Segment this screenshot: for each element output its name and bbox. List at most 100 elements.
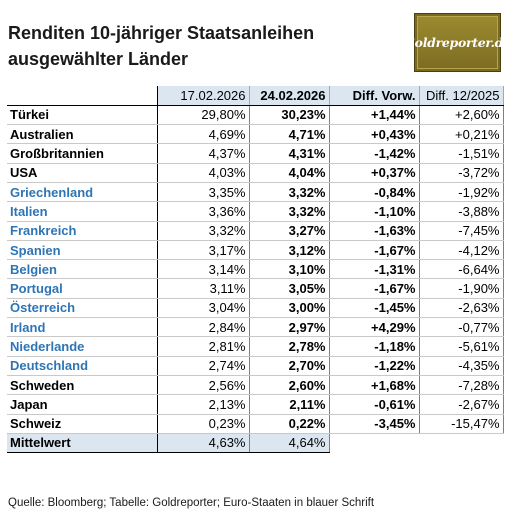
yield-prev-cell: 3,35% <box>157 182 250 203</box>
table-row: Österreich 3,04% 3,00% -1,45% -2,63% <box>7 298 504 319</box>
country-cell: Australien <box>7 124 158 145</box>
yield-prev-cell: 2,56% <box>157 375 250 396</box>
diff-year-cell: -4,12% <box>419 240 504 261</box>
table-body: Türkei 29,80% 30,23% +1,44% +2,60% Australien… <box>7 105 504 454</box>
diff-year-cell: -1,92% <box>419 182 504 203</box>
country-cell: Irland <box>7 317 158 338</box>
yield-prev-cell: 4,03% <box>157 163 250 183</box>
mean-row: Mittelwert 4,63% 4,64% <box>7 432 503 454</box>
country-cell: Griechenland <box>7 182 158 203</box>
table-row: Belgien 3,14% 3,10% -1,31% -6,64% <box>7 259 504 280</box>
yield-prev-cell: 4,37% <box>157 143 250 164</box>
table-row: Schweiz 0,23% 0,22% -3,45% -15,47% <box>7 414 504 434</box>
diff-year-cell: -2,67% <box>419 394 504 415</box>
diff-year-cell: -6,64% <box>419 259 504 280</box>
table-row: Spanien 3,17% 3,12% -1,67% -4,12% <box>7 240 504 261</box>
diff-week-cell: -1,45% <box>329 298 420 319</box>
diff-week-cell: -1,63% <box>329 221 420 241</box>
diff-week-cell: +1,68% <box>329 375 420 396</box>
diff-year-cell: -3,88% <box>419 201 504 222</box>
country-cell: Spanien <box>7 240 158 261</box>
mean-label: Mittelwert <box>7 432 158 454</box>
yield-current-cell: 4,04% <box>249 163 330 183</box>
mean-empty-cell <box>419 432 503 453</box>
yield-current-cell: 4,71% <box>249 124 330 145</box>
table-row: Frankreich 3,32% 3,27% -1,63% -7,45% <box>7 221 504 241</box>
yield-current-cell: 2,97% <box>249 317 330 338</box>
diff-year-cell: -1,51% <box>419 143 504 164</box>
header-diff-week: Diff. Vorw. <box>329 86 420 106</box>
diff-year-cell: +0,21% <box>419 124 504 145</box>
table-row: Irland 2,84% 2,97% +4,29% -0,77% <box>7 317 504 338</box>
country-cell: Portugal <box>7 278 158 299</box>
country-cell: Großbritannien <box>7 143 158 164</box>
yield-current-cell: 3,12% <box>249 240 330 261</box>
header-row: 17.02.2026 24.02.2026 Diff. Vorw. Diff. … <box>7 86 504 106</box>
header-date-current: 24.02.2026 <box>249 86 330 106</box>
diff-year-cell: -7,45% <box>419 221 504 241</box>
table-row: Schweden 2,56% 2,60% +1,68% -7,28% <box>7 375 504 396</box>
yield-current-cell: 4,31% <box>249 143 330 164</box>
diff-year-cell: -3,72% <box>419 163 504 183</box>
table-row: USA 4,03% 4,04% +0,37% -3,72% <box>7 163 504 183</box>
yield-current-cell: 0,22% <box>249 414 330 434</box>
yield-current-cell: 2,11% <box>249 394 330 415</box>
header-corner <box>7 86 158 106</box>
table-row: Portugal 3,11% 3,05% -1,67% -1,90% <box>7 278 504 299</box>
country-cell: Türkei <box>7 105 158 126</box>
yield-prev-cell: 2,13% <box>157 394 250 415</box>
diff-week-cell: +0,37% <box>329 163 420 183</box>
yield-prev-cell: 3,32% <box>157 221 250 241</box>
diff-year-cell: -4,35% <box>419 356 504 376</box>
country-cell: Japan <box>7 394 158 415</box>
table-row: Niederlande 2,81% 2,78% -1,18% -5,61% <box>7 336 504 357</box>
header-diff-year: Diff. 12/2025 <box>419 86 504 106</box>
yield-prev-cell: 3,14% <box>157 259 250 280</box>
yield-current-cell: 3,00% <box>249 298 330 319</box>
diff-year-cell: -0,77% <box>419 317 504 338</box>
diff-week-cell: -1,42% <box>329 143 420 164</box>
country-cell: Österreich <box>7 298 158 319</box>
yield-prev-cell: 3,04% <box>157 298 250 319</box>
yield-current-cell: 2,70% <box>249 356 330 376</box>
diff-week-cell: -0,61% <box>329 394 420 415</box>
diff-year-cell: +2,60% <box>419 105 504 126</box>
country-cell: Niederlande <box>7 336 158 357</box>
yield-prev-cell: 3,36% <box>157 201 250 222</box>
yield-current-cell: 3,10% <box>249 259 330 280</box>
diff-week-cell: +0,43% <box>329 124 420 145</box>
country-cell: USA <box>7 163 158 183</box>
yield-current-cell: 3,32% <box>249 182 330 203</box>
diff-week-cell: -1,67% <box>329 278 420 299</box>
diff-year-cell: -2,63% <box>419 298 504 319</box>
country-cell: Schweden <box>7 375 158 396</box>
diff-week-cell: -1,18% <box>329 336 420 357</box>
table-row: Griechenland 3,35% 3,32% -0,84% -1,92% <box>7 182 504 203</box>
yield-prev-cell: 2,74% <box>157 356 250 376</box>
diff-year-cell: -15,47% <box>419 414 504 434</box>
table-row: Italien 3,36% 3,32% -1,10% -3,88% <box>7 201 504 222</box>
diff-week-cell: +4,29% <box>329 317 420 338</box>
yield-prev-cell: 2,84% <box>157 317 250 338</box>
country-cell: Frankreich <box>7 221 158 241</box>
diff-week-cell: -1,22% <box>329 356 420 376</box>
source-note: Quelle: Bloomberg; Tabelle: Goldreporter… <box>8 497 375 509</box>
logo-text: Goldreporter.de <box>404 35 507 50</box>
yield-current-cell: 30,23% <box>249 105 330 126</box>
table-row: Australien 4,69% 4,71% +0,43% +0,21% <box>7 124 504 145</box>
diff-year-cell: -1,90% <box>419 278 504 299</box>
diff-week-cell: -0,84% <box>329 182 420 203</box>
yield-prev-cell: 2,81% <box>157 336 250 357</box>
yield-prev-cell: 3,17% <box>157 240 250 261</box>
country-cell: Deutschland <box>7 356 158 376</box>
yield-table: 17.02.2026 24.02.2026 Diff. Vorw. Diff. … <box>7 86 504 454</box>
table-row: Japan 2,13% 2,11% -0,61% -2,67% <box>7 394 504 415</box>
yield-prev-cell: 29,80% <box>157 105 250 126</box>
table-row: Deutschland 2,74% 2,70% -1,22% -4,35% <box>7 356 504 376</box>
country-cell: Belgien <box>7 259 158 280</box>
diff-week-cell: -1,10% <box>329 201 420 222</box>
diff-week-cell: -1,31% <box>329 259 420 280</box>
yield-current-cell: 2,78% <box>249 336 330 357</box>
yield-prev-cell: 0,23% <box>157 414 250 434</box>
yield-current-cell: 3,32% <box>249 201 330 222</box>
